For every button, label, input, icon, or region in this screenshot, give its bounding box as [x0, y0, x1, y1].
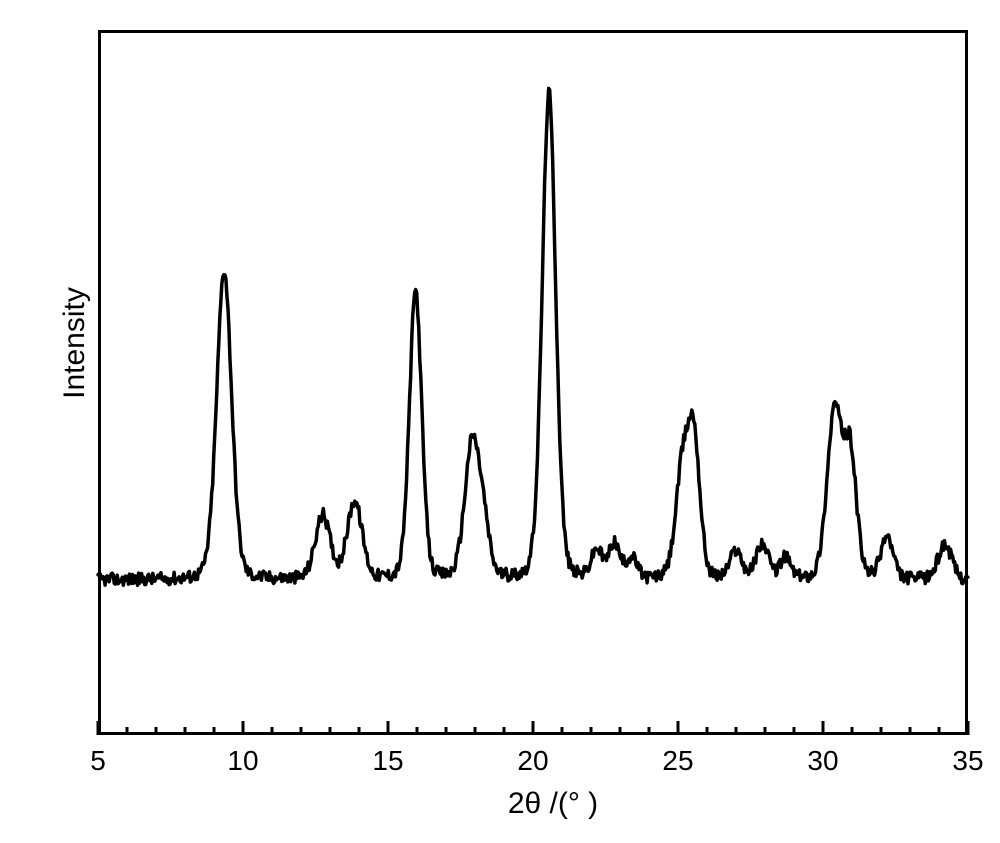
chart-svg	[0, 0, 1000, 843]
x-tick-label: 5	[68, 745, 128, 777]
figure-frame: Intensity 2θ /(° ) 5 10 15 20 25 30 35	[0, 0, 1000, 843]
xrd-trace	[98, 88, 968, 585]
x-tick-label: 15	[358, 745, 418, 777]
x-tick-label: 20	[503, 745, 563, 777]
x-tick-label: 35	[938, 745, 998, 777]
x-axis-label: 2θ /(° )	[453, 787, 653, 821]
x-tick-label: 10	[213, 745, 273, 777]
y-axis-label: Intensity	[58, 243, 92, 443]
x-tick-label: 30	[793, 745, 853, 777]
x-tick-label: 25	[648, 745, 708, 777]
